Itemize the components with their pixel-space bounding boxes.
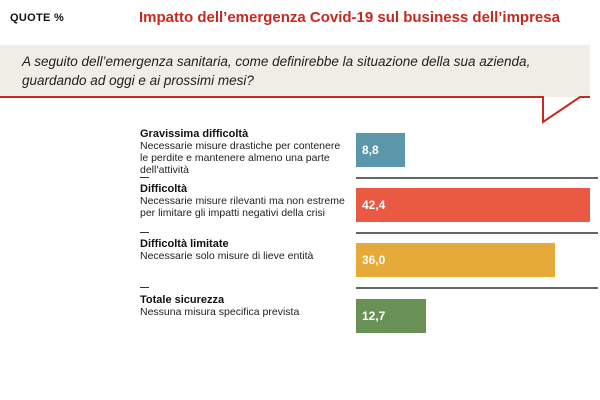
speech-tail (0, 96, 590, 124)
category-label: Gravissima difficoltà Necessarie misure d… (140, 128, 345, 176)
separator (356, 177, 598, 179)
separator (356, 232, 598, 234)
category-name: Gravissima difficoltà (140, 128, 249, 140)
category-name: Totale sicurezza (140, 294, 225, 306)
category-label: Totale sicurezza Nessuna misura specifica… (140, 294, 345, 318)
category-description: Nessuna misura specifica prevista (140, 306, 300, 318)
dash-divider (140, 232, 149, 233)
data-label: 12,7 (362, 309, 386, 323)
category-description: Necessarie solo misure di lieve entità (140, 250, 314, 262)
category-name: Difficoltà limitate (140, 238, 229, 250)
bar: 42,4 (356, 188, 591, 222)
category-name: Difficoltà (140, 183, 188, 195)
category-description: Necessarie misure rilevanti ma non estre… (140, 195, 345, 219)
category-label: Difficoltà limitate Necessarie solo misur… (140, 238, 345, 262)
category-label: Difficoltà Necessarie misure rilevanti ma… (140, 183, 345, 219)
bar: 8,8 (356, 133, 405, 167)
data-label: 8,8 (362, 143, 379, 157)
question-bubble (0, 45, 590, 97)
data-label: 36,0 (362, 253, 386, 267)
category-description: Necessarie misure drastiche per contener… (140, 140, 341, 176)
chart-title: Impatto dell’emergenza Covid-19 sul busi… (139, 9, 560, 26)
data-label: 42,4 (362, 198, 386, 212)
bar: 12,7 (356, 299, 427, 333)
bar: 36,0 (356, 243, 555, 277)
dash-divider (140, 287, 149, 288)
quote-label: QUOTE % (10, 12, 65, 24)
dash-divider (140, 177, 149, 178)
separator (356, 287, 598, 289)
question-text: A seguito dell’emergenza sanitaria, come… (22, 54, 531, 88)
